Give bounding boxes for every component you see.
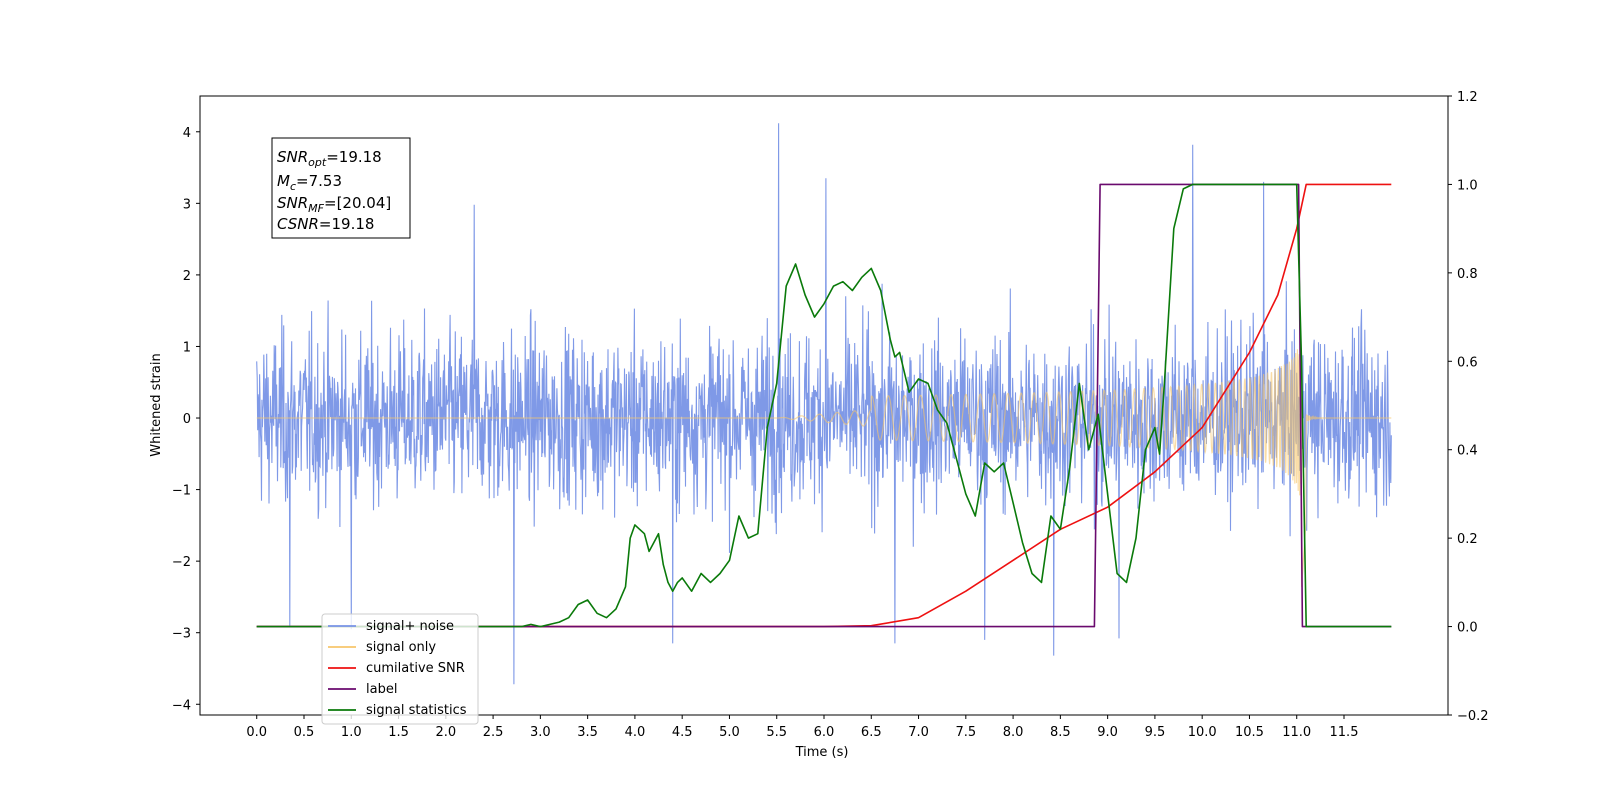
x-tick-label: 10.5 bbox=[1235, 725, 1264, 740]
x-tick-label: 5.0 bbox=[719, 725, 740, 740]
legend-label-label: label bbox=[366, 682, 397, 697]
series-line-signal-only bbox=[256, 344, 1392, 587]
y-right-tick-label: 1.0 bbox=[1457, 178, 1478, 193]
x-tick-label: 4.0 bbox=[625, 725, 646, 740]
y-left-tick-label: −1 bbox=[172, 484, 191, 499]
legend-item-signal-statistics: signal statistics bbox=[328, 703, 467, 718]
info-snr-opt: SNRopt=19.18 bbox=[277, 148, 382, 169]
x-tick-label: 1.0 bbox=[341, 725, 362, 740]
y-right-tick-label: 0.0 bbox=[1457, 621, 1478, 636]
x-tick-label: 5.5 bbox=[766, 725, 787, 740]
series-layer bbox=[256, 123, 1392, 685]
x-tick-label: 7.5 bbox=[955, 725, 976, 740]
y-right-tick-label: 0.2 bbox=[1457, 532, 1478, 547]
x-tick-label: 8.5 bbox=[1050, 725, 1071, 740]
series-line-signal-statistics bbox=[256, 183, 1392, 628]
y-left-tick-label: −3 bbox=[172, 627, 191, 642]
y-left-tick-label: 4 bbox=[183, 126, 191, 141]
x-tick-label: 9.5 bbox=[1145, 725, 1166, 740]
y-left-tick-label: −2 bbox=[172, 555, 191, 570]
info-csnr: CSNR=19.18 bbox=[277, 215, 374, 233]
legend-frame bbox=[321, 613, 479, 725]
legend-label-signal-noise: signal+ noise bbox=[366, 619, 454, 634]
x-tick-label: 0.0 bbox=[246, 725, 267, 740]
x-tick-label: 9.0 bbox=[1097, 725, 1118, 740]
info-mc: Mc=7.53 bbox=[277, 172, 342, 193]
y-left-tick-label: 3 bbox=[183, 197, 191, 212]
y-axis-left: −4 −3 −2 −1 0 1 2 3 4 bbox=[172, 126, 200, 713]
info-box: SNRopt=19.18 Mc=7.53 SNRMF=[20.04] CSNR=… bbox=[271, 137, 411, 239]
x-tick-label: 2.0 bbox=[435, 725, 456, 740]
y-right-tick-label: 0.4 bbox=[1457, 444, 1478, 459]
y-right-tick-label: −0.2 bbox=[1457, 709, 1489, 724]
legend-label-signal-only: signal only bbox=[366, 640, 436, 655]
series-line-cumulative-snr bbox=[256, 183, 1392, 628]
y-left-tick-label: 2 bbox=[183, 269, 191, 284]
x-tick-label: 2.5 bbox=[483, 725, 504, 740]
x-tick-label: 11.0 bbox=[1282, 725, 1311, 740]
y-right-tick-label: 0.8 bbox=[1457, 267, 1478, 282]
y-axis-left-label: Whitened strain bbox=[149, 353, 164, 456]
legend-label-signal-statistics: signal statistics bbox=[366, 703, 467, 718]
info-box-frame bbox=[271, 137, 411, 239]
x-tick-label: 3.5 bbox=[577, 725, 598, 740]
x-tick-label: 10.0 bbox=[1188, 725, 1217, 740]
x-tick-label: 3.0 bbox=[530, 725, 551, 740]
info-snr-mf: SNRMF=[20.04] bbox=[277, 194, 391, 215]
legend-item-signal-only: signal only bbox=[328, 640, 436, 655]
x-axis: 0.0 0.5 1.0 1.5 2.0 2.5 3.0 3.5 4.0 4.5 5.0 5.5 6.0 6… bbox=[246, 715, 1358, 740]
x-axis-label: Time (s) bbox=[795, 745, 849, 760]
y-left-tick-label: 0 bbox=[183, 412, 191, 427]
x-tick-label: 4.5 bbox=[672, 725, 693, 740]
y-right-tick-label: 0.6 bbox=[1457, 355, 1478, 370]
y-right-tick-label: 1.2 bbox=[1457, 90, 1478, 105]
legend-item-label: label bbox=[328, 682, 397, 697]
x-tick-label: 6.5 bbox=[861, 725, 882, 740]
y-axis-right: −0.2 0.0 0.2 0.4 0.6 0.8 1.0 1.2 bbox=[1448, 90, 1489, 724]
legend-item-cumulative-snr: cumilative SNR bbox=[328, 661, 465, 676]
y-left-tick-label: −4 bbox=[172, 698, 191, 713]
x-tick-label: 6.0 bbox=[814, 725, 835, 740]
x-tick-label: 0.5 bbox=[294, 725, 315, 740]
x-tick-label: 11.5 bbox=[1330, 725, 1359, 740]
x-tick-label: 7.0 bbox=[908, 725, 929, 740]
x-tick-label: 1.5 bbox=[388, 725, 409, 740]
x-tick-label: 8.0 bbox=[1003, 725, 1024, 740]
legend-item-signal-noise: signal+ noise bbox=[328, 619, 454, 634]
legend: signal+ noise signal only cumilative SNR… bbox=[321, 613, 479, 725]
y-left-tick-label: 1 bbox=[183, 340, 191, 355]
legend-label-cumulative-snr: cumilative SNR bbox=[366, 661, 465, 676]
